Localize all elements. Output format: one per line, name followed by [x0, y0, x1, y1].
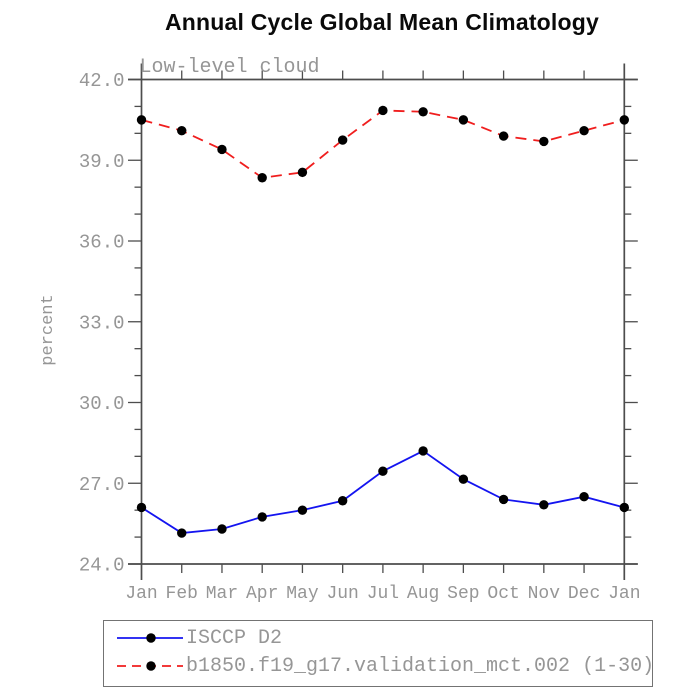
x-tick-label: Nov: [528, 584, 561, 604]
data-point-marker-series-1: [539, 136, 549, 147]
chart-title: Annual Cycle Global Mean Climatology: [164, 9, 600, 35]
data-point-marker-series-1: [498, 131, 509, 141]
legend-marker-dot: [146, 661, 156, 671]
legend-label-model-run: b1850.f19_g17.validation_mct.002 (1-30): [186, 654, 655, 678]
data-point-marker-series-1: [217, 144, 227, 155]
data-point-marker-series-0: [257, 512, 267, 522]
data-point-marker-series-0: [378, 466, 388, 476]
data-point-marker-series-0: [498, 494, 509, 505]
data-point-marker-series-1: [579, 125, 589, 136]
legend-solid-line-icon: [117, 633, 183, 643]
x-tick-label: Mar: [206, 584, 238, 604]
series-line-0: [141, 449, 625, 534]
data-point-marker-series-0: [337, 496, 348, 506]
y-tick-label: 27.0: [79, 474, 125, 496]
x-tick-label: Aug: [407, 584, 439, 604]
data-point-marker-series-1: [177, 125, 187, 136]
x-tick-label: Sep: [447, 584, 479, 604]
x-tick-label: Apr: [246, 584, 278, 604]
data-point-marker-series-0: [458, 474, 469, 484]
data-point-marker-series-0: [539, 500, 549, 510]
data-point-marker-series-0: [217, 524, 227, 534]
data-point-marker-series-1: [297, 167, 308, 178]
data-point-marker-series-1: [257, 173, 267, 183]
x-tick-label: Feb: [166, 584, 198, 604]
y-tick-label: 36.0: [79, 232, 125, 254]
x-tick-label: Oct: [487, 584, 519, 604]
data-point-marker-series-1: [136, 115, 147, 125]
x-tick-label: Jan: [608, 584, 640, 604]
series-line-1: [141, 109, 625, 179]
data-point-marker-series-0: [177, 528, 187, 538]
data-point-marker-series-0: [136, 502, 147, 513]
y-tick-label: 24.0: [79, 555, 125, 577]
legend-label-isccp-d2: ISCCP D2: [186, 626, 283, 650]
plot-subtitle: Low-level cloud: [140, 56, 320, 79]
y-tick-label: 33.0: [79, 312, 125, 334]
x-tick-label: Dec: [568, 584, 600, 604]
legend-marker-dot: [146, 633, 156, 643]
data-point-marker-series-0: [619, 502, 629, 513]
y-tick-label: 39.0: [79, 151, 125, 173]
y-tick-label: 30.0: [79, 393, 125, 415]
x-tick-label: Jan: [125, 584, 157, 604]
plot-area: Jan Feb Mar Apr May Jun Jul Aug Sep Oct Nov Dec Jan2…: [39, 56, 641, 604]
data-point-marker-series-0: [297, 505, 308, 515]
x-tick-label: Jun: [326, 584, 358, 604]
data-point-marker-series-0: [418, 446, 428, 456]
x-tick-label: Jul: [367, 584, 399, 604]
y-axis-title: percent: [39, 294, 58, 365]
data-point-marker-series-1: [337, 135, 348, 145]
y-tick-label: 42.0: [79, 70, 125, 92]
data-point-marker-series-1: [378, 105, 388, 116]
legend-dashed-line-icon: [117, 661, 183, 671]
legend-item-model-run: b1850.f19_g17.validation_mct.002 (1-30): [116, 652, 655, 680]
data-point-marker-series-0: [579, 492, 589, 502]
data-point-marker-series-1: [619, 115, 629, 125]
data-point-marker-series-1: [418, 107, 428, 117]
legend-item-isccp-d2: ISCCP D2: [116, 624, 652, 652]
legend: ISCCP D2 b1850.f19_g17.validation_mct.00…: [103, 620, 655, 687]
data-point-marker-series-1: [458, 115, 469, 125]
x-tick-label: May: [286, 584, 319, 604]
